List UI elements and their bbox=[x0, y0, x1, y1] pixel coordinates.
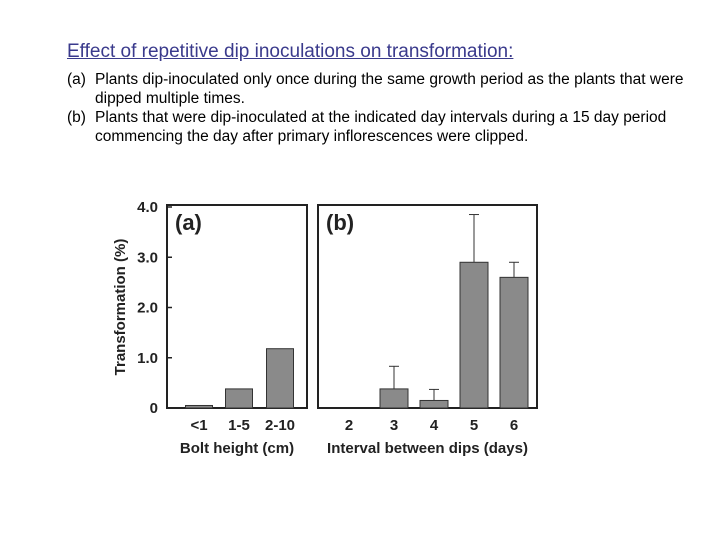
caption-b-tag: (b) bbox=[67, 109, 86, 126]
y-tick-label: 2.0 bbox=[137, 300, 158, 317]
slide-title: Effect of repetitive dip inoculations on… bbox=[67, 41, 514, 62]
caption-list: (a) Plants dip-inoculated only once duri… bbox=[67, 70, 707, 146]
panel-label: (a) bbox=[175, 210, 202, 235]
bar bbox=[379, 388, 409, 409]
x-tick-label: 3 bbox=[390, 417, 398, 434]
bar bbox=[266, 348, 294, 409]
x-tick-label: 2 bbox=[345, 417, 353, 434]
y-axis-label: Transformation (%) bbox=[112, 239, 129, 376]
x-axis-label: Bolt height (cm) bbox=[180, 440, 294, 457]
caption-b-text: Plants that were dip-inoculated at the i… bbox=[95, 109, 667, 145]
y-tick-label: 4.0 bbox=[137, 199, 158, 216]
bar bbox=[499, 276, 529, 409]
x-tick-label: 4 bbox=[430, 417, 439, 434]
y-tick-label: 0 bbox=[150, 400, 158, 417]
x-tick-label: 2-10 bbox=[265, 417, 295, 434]
x-tick-label: 6 bbox=[510, 417, 518, 434]
bar bbox=[185, 404, 213, 409]
panel-label: (b) bbox=[326, 210, 354, 235]
caption-b: (b) Plants that were dip-inoculated at t… bbox=[67, 108, 707, 146]
x-tick-label: <1 bbox=[190, 417, 207, 434]
y-tick-label: 1.0 bbox=[137, 350, 158, 367]
y-tick-label: 3.0 bbox=[137, 249, 158, 266]
bar bbox=[225, 388, 253, 409]
bar bbox=[419, 399, 449, 409]
caption-a-text: Plants dip-inoculated only once during t… bbox=[95, 71, 684, 107]
x-tick-label: 1-5 bbox=[228, 417, 250, 434]
caption-a: (a) Plants dip-inoculated only once duri… bbox=[67, 70, 707, 108]
bar bbox=[459, 261, 489, 409]
x-tick-label: 5 bbox=[470, 417, 478, 434]
caption-a-tag: (a) bbox=[67, 71, 86, 88]
x-axis-label: Interval between dips (days) bbox=[327, 440, 528, 457]
